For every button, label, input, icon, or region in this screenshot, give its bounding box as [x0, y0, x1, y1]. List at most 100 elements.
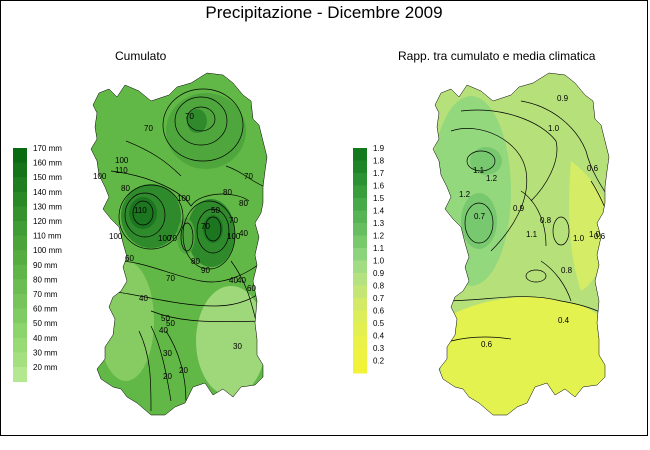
- ratio-legend-swatch: [353, 235, 367, 249]
- cumulative-legend-label: 160 mm: [33, 159, 62, 168]
- left-contours: [100, 88, 264, 412]
- ratio-legend-label: 0.7: [373, 294, 385, 303]
- cumulative-legend-label: 170 mm: [33, 144, 62, 153]
- cumulative-legend-swatch: [13, 191, 27, 207]
- ratio-legend-swatch: [353, 310, 367, 324]
- right-contour-label: 1.1: [526, 230, 538, 239]
- right-contour-label: 0.8: [561, 266, 573, 275]
- ratio-legend-swatch: [353, 160, 367, 174]
- left-shade-se: [196, 286, 266, 396]
- cumulative-legend-swatch: [13, 206, 27, 222]
- cumulative-legend-swatch: [13, 148, 27, 164]
- right-contour-label: 0.4: [558, 316, 570, 325]
- ratio-legend-swatch: [353, 298, 367, 311]
- page-title: Precipitazione - Dicembre 2009: [205, 3, 443, 22]
- left-shade-west-core: [129, 197, 157, 229]
- ratio-legend-label: 1.0: [373, 257, 385, 266]
- left-contour-label: 50: [161, 314, 170, 323]
- left-contour-label: 100: [177, 194, 191, 203]
- left-contour-label: 100: [158, 234, 172, 243]
- ratio-legend-label: 1.4: [373, 207, 385, 216]
- right-contour-label: 1.2: [459, 190, 471, 199]
- ratio-legend: 1.9 1.8 1.7 1.6 1.5 1.4 1.3 1.2 1.1 1.0 0.9 0.8 0.7 0…: [353, 144, 385, 374]
- left-contour-label: 110: [115, 166, 128, 175]
- cumulative-legend-swatch: [13, 367, 27, 383]
- ratio-legend-swatch: [353, 260, 367, 274]
- cumulative-legend-label: 30 mm: [33, 348, 58, 357]
- left-contour-label: 20: [163, 372, 172, 381]
- ratio-legend-label: 1.2: [373, 232, 385, 241]
- cumulative-legend-label: 70 mm: [33, 290, 58, 299]
- cumulative-legend-label: 40 mm: [33, 334, 58, 343]
- ratio-legend-label: 1.8: [373, 157, 385, 166]
- right-contours: [440, 100, 609, 342]
- right-contour-label: 1.0: [573, 234, 585, 243]
- ratio-legend-swatch: [353, 173, 367, 186]
- cumulative-legend-swatch: [13, 235, 27, 251]
- left-map-subtitle: Cumulato: [115, 49, 167, 63]
- cumulative-legend-label: 60 mm: [33, 305, 58, 314]
- left-contour-label: 20: [179, 366, 188, 375]
- cumulative-legend-swatch: [13, 352, 27, 368]
- left-shade-north-core: [187, 109, 207, 133]
- left-contour-label: 40: [159, 326, 168, 335]
- ratio-legend-label: 1.3: [373, 219, 385, 228]
- cumulative-legend-label: 100 mm: [33, 246, 62, 255]
- ratio-legend-label: 0.5: [373, 319, 385, 328]
- left-contour-label: 40: [237, 276, 246, 285]
- left-shade-center-core: [203, 215, 223, 243]
- left-contour-label: 100: [227, 232, 241, 241]
- right-contour-label: 0.9: [557, 94, 569, 103]
- ratio-legend-label: 0.2: [373, 357, 385, 366]
- figure-frame: Precipitazione - Dicembre 2009 Cumulato …: [0, 0, 648, 436]
- right-contour-label: 1.0: [589, 230, 601, 239]
- left-shade-north: [166, 93, 246, 169]
- right-contour-label: 0.8: [540, 216, 552, 225]
- cumulative-legend-swatch: [13, 221, 27, 237]
- left-contour-label: 80: [191, 257, 200, 266]
- cumulative-legend-label: 150 mm: [33, 173, 62, 182]
- cumulative-legend-label: 80 mm: [33, 275, 58, 284]
- right-contour-labels: 0.91.01.11.21.20.90.81.10.81.0 1.00.70.60…: [459, 94, 606, 349]
- right-contour-label: 0.6: [594, 232, 606, 241]
- right-contour-label: 0.6: [587, 164, 599, 173]
- cumulative-legend: 170 mm 160 mm 150 mm 140 mm 130 mm 120 mm 110 …: [13, 144, 62, 383]
- right-map-subtitle: Rapp. tra cumulato e media climatica: [398, 49, 596, 63]
- cumulative-legend-label: 140 mm: [33, 188, 62, 197]
- left-contour-label: 60: [247, 284, 256, 293]
- ratio-map: 0.91.01.11.21.20.90.81.10.81.0 1.00.70.60…: [432, 72, 610, 416]
- ratio-legend-swatch: [353, 185, 367, 199]
- ratio-legend-label: 0.4: [373, 332, 385, 341]
- ratio-legend-swatch: [353, 335, 367, 349]
- ratio-legend-label: 0.3: [373, 344, 385, 353]
- ratio-legend-label: 1.7: [373, 169, 385, 178]
- cumulative-legend-swatch: [13, 308, 27, 324]
- cumulative-legend-swatch: [13, 323, 27, 339]
- left-contour-label: 40: [229, 276, 238, 285]
- ratio-legend-swatch: [353, 148, 367, 161]
- left-contour-label: 50: [166, 319, 175, 328]
- left-contour-label: 100: [93, 172, 107, 181]
- ratio-legend-swatch: [353, 360, 367, 374]
- ratio-legend-swatch: [353, 198, 367, 211]
- left-shade-sw: [98, 261, 154, 381]
- cumulative-legend-swatch: [13, 250, 27, 266]
- cumulative-legend-swatch: [13, 337, 27, 353]
- right-shade-nw: [470, 147, 502, 175]
- ratio-legend-swatch: [353, 323, 367, 336]
- left-contour-label: 70: [168, 234, 177, 243]
- right-contour-label: 1.2: [486, 174, 498, 183]
- ratio-legend-swatch: [353, 273, 367, 286]
- cumulative-legend-swatch: [13, 279, 27, 295]
- left-contour-label: 100: [115, 156, 129, 165]
- ratio-legend-label: 0.9: [373, 269, 385, 278]
- right-shade-west-core: [461, 193, 497, 249]
- ratio-legend-swatch: [353, 285, 367, 299]
- left-contour-label: 70: [144, 124, 153, 133]
- cumulative-legend-swatch: [13, 294, 27, 310]
- right-contour-label: 0.9: [513, 204, 525, 213]
- right-shade-south: [441, 297, 609, 415]
